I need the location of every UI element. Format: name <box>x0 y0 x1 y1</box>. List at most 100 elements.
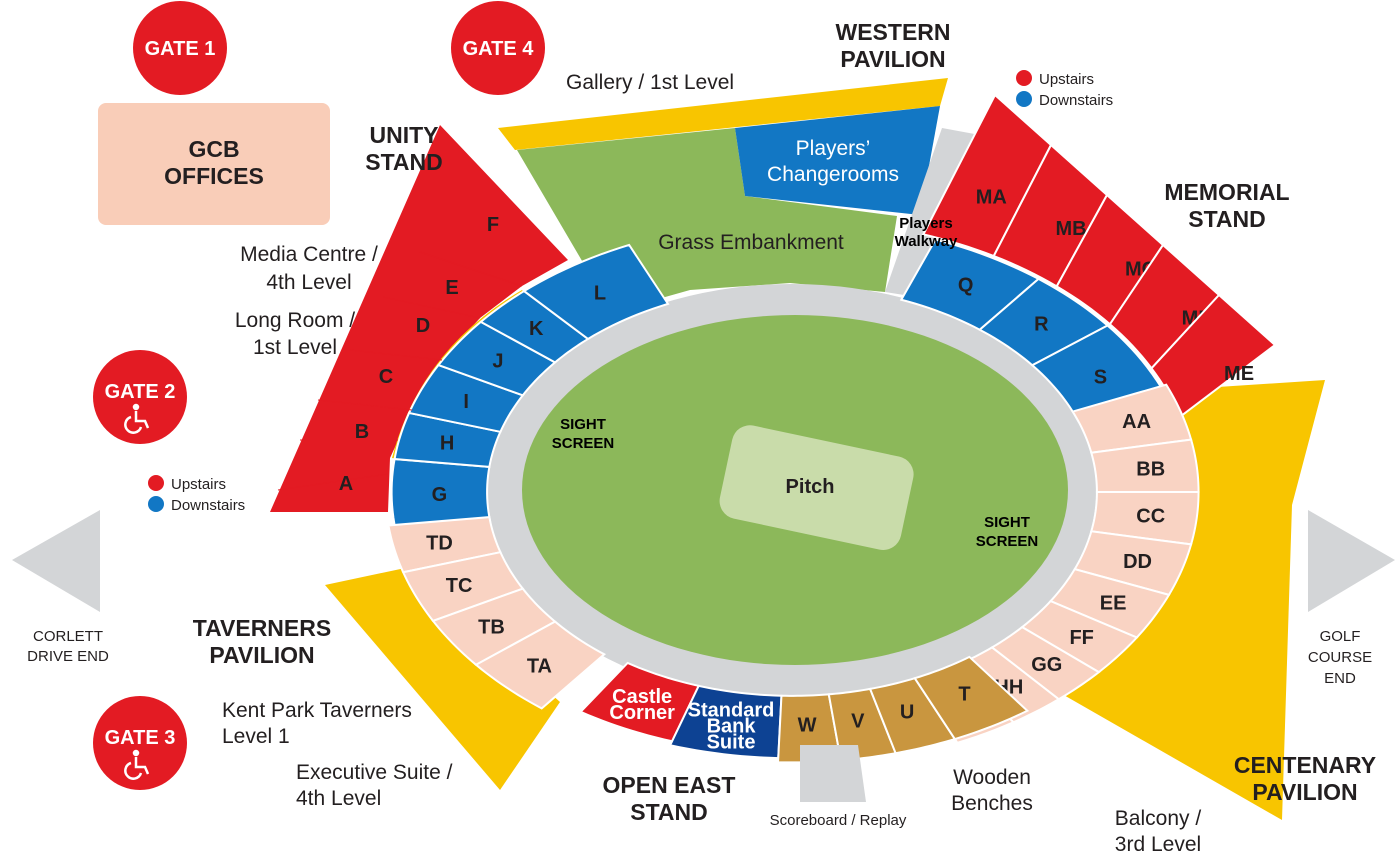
section-w-label: W <box>798 715 817 737</box>
divider <box>382 296 481 319</box>
section-bb-label: BB <box>1136 459 1165 481</box>
section-mb[interactable] <box>992 143 1109 288</box>
gate-2[interactable]: GATE 2 <box>93 350 187 444</box>
open-east-stand-label: OPEN EAST STAND <box>603 772 736 825</box>
legend-downstairs: Downstairs <box>1039 92 1113 109</box>
section-standard-bank-suite-label: Standard Bank Suite <box>688 700 775 754</box>
section-i-label: I <box>463 391 469 413</box>
section-td-label: TD <box>426 533 453 555</box>
section-tc[interactable] <box>401 551 525 623</box>
gate-3-label: GATE 3 <box>105 727 176 749</box>
gate-1[interactable]: GATE 1 <box>133 1 227 95</box>
section-tb-label: TB <box>478 616 505 638</box>
taverners-pavilion-label: TAVERNERS PAVILION <box>193 615 331 668</box>
media-centre-label: Media Centre /4th Level <box>240 243 378 294</box>
section-d-label: D <box>416 315 430 337</box>
memorial-stand-label: MEMORIAL STAND <box>1164 179 1289 232</box>
section-castle-corner[interactable] <box>578 661 701 743</box>
section-t-label: T <box>958 684 970 706</box>
scoreboard-label: Scoreboard / Replay <box>770 812 907 829</box>
legend-left: Upstairs Downstairs <box>148 475 245 514</box>
section-q-label: Q <box>958 275 974 297</box>
section-j-label: J <box>492 351 503 373</box>
section-ta-label: TA <box>527 656 552 678</box>
section-aa-label: AA <box>1122 411 1151 433</box>
arrow-right-icon <box>1308 510 1395 612</box>
offices-label: GCB OFFICES <box>164 136 264 189</box>
executive-suite[interactable] <box>325 567 560 790</box>
downstairs-dot-icon <box>148 496 164 512</box>
divider <box>317 399 413 411</box>
section-l-label: L <box>594 282 606 304</box>
section-mc[interactable] <box>1055 193 1165 326</box>
unity-stand-upstairs[interactable] <box>270 125 568 512</box>
divider <box>277 473 389 491</box>
section-g-label: G <box>432 484 448 506</box>
section-cc-label: CC <box>1136 505 1165 527</box>
section-t[interactable] <box>913 655 1030 741</box>
players-changerooms[interactable] <box>735 106 940 215</box>
downstairs-dot-icon <box>1016 91 1032 107</box>
section-standard-bank-suite[interactable] <box>668 684 783 760</box>
divider <box>349 349 443 361</box>
gate-1-label: GATE 1 <box>145 38 216 60</box>
section-u-label: U <box>900 702 914 724</box>
section-e-label: E <box>445 277 458 299</box>
section-gg-label: GG <box>1031 654 1062 676</box>
section-f-label: F <box>487 214 499 236</box>
gallery-1st-level[interactable] <box>498 78 948 150</box>
pitch[interactable] <box>716 422 917 553</box>
wheelchair-icon <box>124 749 150 780</box>
section-ff-label: FF <box>1069 627 1093 649</box>
sight-screen-label: SIGHT SCREEN <box>976 514 1039 550</box>
section-s-label: S <box>1094 367 1107 389</box>
legend-upstairs: Upstairs <box>1039 71 1094 88</box>
western-pavilion-label: WESTERN PAVILION <box>836 19 951 72</box>
pitch-label: Pitch <box>786 476 835 498</box>
scoreboard-replay[interactable] <box>800 745 866 802</box>
section-ma[interactable] <box>921 93 1053 258</box>
unity-stand-label: UNITY STAND <box>365 122 443 175</box>
gate-3[interactable]: GATE 3 <box>93 696 187 790</box>
section-mb-label: MB <box>1055 218 1086 240</box>
centenary-pavilion-label: CENTENARY PAVILION <box>1234 752 1376 805</box>
changerooms-label: Players’ Changerooms <box>767 137 899 186</box>
corlett-drive-end-label: CORLETT DRIVE END <box>27 628 109 665</box>
gallery-label: Gallery / 1st Level <box>566 71 734 94</box>
sight-screen-label: SIGHT SCREEN <box>552 416 615 452</box>
section-castle-corner-label: Castle Corner <box>609 686 675 724</box>
centenary-balcony[interactable] <box>1055 380 1325 820</box>
section-ta[interactable] <box>474 620 607 710</box>
walkway-label: Players Walkway <box>895 215 958 250</box>
section-l[interactable] <box>522 243 670 341</box>
upstairs-dot-icon <box>1016 70 1032 86</box>
executive-suite-label: Executive Suite /4th Level <box>296 761 453 810</box>
long-room-label: Long Room /1st Level <box>235 309 355 359</box>
grass-embankment-label: Grass Embankment <box>658 231 844 254</box>
section-c-label: C <box>379 366 393 388</box>
section-md[interactable] <box>1108 243 1221 370</box>
arrow-left-icon <box>12 510 100 612</box>
section-tb[interactable] <box>431 587 557 666</box>
section-ee-label: EE <box>1100 592 1127 614</box>
legend-upstairs: Upstairs <box>171 476 226 493</box>
section-ma-label: MA <box>976 187 1007 209</box>
section-u[interactable] <box>868 677 957 755</box>
section-me-label: ME <box>1224 363 1254 385</box>
section-b-label: B <box>355 421 369 443</box>
balcony-label: Balcony /3rd Level <box>1115 807 1202 855</box>
gcb-offices[interactable]: GCB OFFICES <box>98 103 330 225</box>
gate-4[interactable]: GATE 4 <box>451 1 545 95</box>
section-v-label: V <box>851 711 865 733</box>
section-tc-label: TC <box>446 575 473 597</box>
section-td[interactable] <box>387 516 502 574</box>
legend-right: Upstairs Downstairs <box>1016 70 1113 109</box>
gate-4-label: GATE 4 <box>463 38 535 60</box>
section-r-label: R <box>1034 314 1049 336</box>
section-k-label: K <box>529 318 544 340</box>
section-a-label: A <box>339 473 353 495</box>
gate-2-label: GATE 2 <box>105 381 176 403</box>
section-dd-label: DD <box>1123 551 1152 573</box>
wooden-benches-label: Wooden Benches <box>951 766 1033 815</box>
